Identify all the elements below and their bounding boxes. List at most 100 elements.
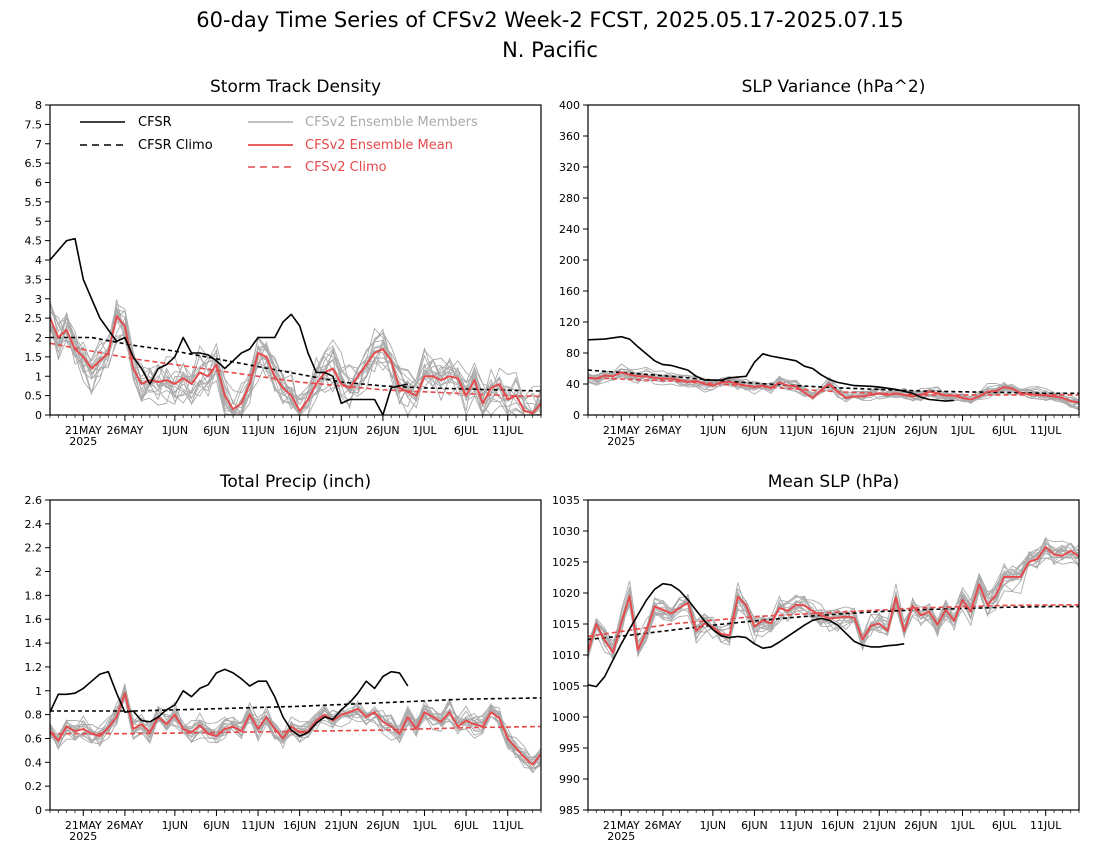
y-tick-label: 2.6 <box>25 494 43 507</box>
ensemble-member-line <box>588 546 1079 649</box>
x-tick-label: 26JUN <box>366 424 400 437</box>
x-tick-label: 1JUN <box>162 819 189 832</box>
x-tick-label: 1JUN <box>700 424 727 437</box>
y-tick-label: 280 <box>559 192 580 205</box>
x-tick-label: 21JUN <box>325 424 359 437</box>
x-tick-label: 11JUN <box>241 819 275 832</box>
x-tick-label: 16JUN <box>821 424 855 437</box>
y-tick-label: 1.2 <box>25 661 43 674</box>
y-tick-label: 0 <box>573 409 580 422</box>
ensemble-member-line <box>588 542 1079 656</box>
x-tick-label: 6JUN <box>741 819 768 832</box>
x-tick-label: 26JUN <box>904 424 938 437</box>
y-tick-label: 6 <box>35 177 42 190</box>
cfsr-line <box>588 582 905 688</box>
panel-title: Storm Track Density <box>210 77 381 97</box>
ensemble-member-line <box>588 547 1079 652</box>
y-tick-label: 0 <box>35 804 42 817</box>
cfsv2-climo-line <box>588 604 1079 638</box>
y-tick-label: 1000 <box>552 711 580 724</box>
x-tick-label: 11JUL <box>492 819 524 832</box>
ensemble-mean-line <box>588 371 1079 404</box>
x-tick-label: 1JUN <box>700 819 727 832</box>
y-tick-label: 0.6 <box>25 732 43 745</box>
panel-frame <box>49 499 542 811</box>
ensemble-member-line <box>588 542 1079 653</box>
y-tick-label: 1 <box>35 685 42 698</box>
y-tick-label: 0.8 <box>25 709 43 722</box>
y-tick-label: 2.4 <box>25 518 43 531</box>
x-tick-label: 26JUN <box>366 819 400 832</box>
x-tick-label: 16JUN <box>283 819 317 832</box>
figure-title: 60-day Time Series of CFSv2 Week-2 FCST,… <box>196 8 903 32</box>
panel-title: Total Precip (inch) <box>219 472 371 492</box>
y-tick-label: 2 <box>35 566 42 579</box>
cfsr-line <box>588 335 955 402</box>
y-tick-label: 1.6 <box>25 613 43 626</box>
ensemble-member-line <box>588 549 1079 651</box>
y-tick-label: 4.5 <box>25 235 43 248</box>
ensemble-member-line <box>588 543 1079 657</box>
x-year-label: 2025 <box>69 435 97 448</box>
ensemble-mean-line <box>588 546 1079 654</box>
y-tick-label: 4 <box>35 254 42 267</box>
figure-subtitle: N. Pacific <box>502 38 598 62</box>
panel-frame <box>587 499 1080 811</box>
y-tick-label: 1025 <box>552 556 580 569</box>
y-tick-label: 8 <box>35 99 42 112</box>
x-tick-label: 11JUN <box>779 819 813 832</box>
cfsr-line <box>50 237 408 415</box>
x-tick-label: 26MAY <box>644 819 681 832</box>
x-tick-label: 11JUL <box>1030 819 1062 832</box>
x-tick-label: 1JUN <box>162 424 189 437</box>
y-tick-label: 6.5 <box>25 157 43 170</box>
legend-label-cfsr-climo: CFSR Climo <box>138 138 213 153</box>
x-tick-label: 6JUL <box>992 424 1017 437</box>
plot-area <box>588 536 1079 688</box>
legend: CFSR CFSR Climo CFSv2 Ensemble Members C… <box>80 115 478 175</box>
y-tick-label: 1005 <box>552 680 580 693</box>
ensemble-member-line <box>588 536 1079 653</box>
panel-frame <box>587 104 1080 416</box>
y-tick-label: 985 <box>559 804 580 817</box>
y-tick-label: 1020 <box>552 587 580 600</box>
y-tick-label: 990 <box>559 773 580 786</box>
y-tick-label: 1030 <box>552 525 580 538</box>
y-tick-label: 7.5 <box>25 118 43 131</box>
y-tick-label: 360 <box>559 130 580 143</box>
chart-panel-1: Storm Track Density 0 0.5 1 1.5 2 2.5 3 3.5 4 4.5 5… <box>25 77 542 448</box>
y-tick-label: 1015 <box>552 618 580 631</box>
ensemble-member-line <box>588 544 1079 656</box>
y-tick-label: 995 <box>559 742 580 755</box>
y-tick-label: 5 <box>35 215 42 228</box>
x-tick-label: 1JUL <box>950 819 975 832</box>
x-year-label: 2025 <box>69 830 97 843</box>
legend-label-ens-mean: CFSv2 Ensemble Mean <box>305 138 453 153</box>
ensemble-member-line <box>588 538 1079 658</box>
ensemble-member-line <box>588 542 1079 658</box>
chart-panel-3: Total Precip (inch) 0 0.2 0.4 0.6 0.8 1 1.2 1.4 1… <box>25 472 542 843</box>
x-tick-label: 26MAY <box>644 424 681 437</box>
x-tick-label: 26JUN <box>904 819 938 832</box>
chart-panel-2: SLP Variance (hPa^2) 0 40 80 120 160 200 240 280… <box>559 77 1080 448</box>
panel-title: Mean SLP (hPa) <box>768 472 900 492</box>
y-tick-label: 5.5 <box>25 196 43 209</box>
chart-panel-4: Mean SLP (hPa) 985 990 995 1000 1005 1010 1015 1… <box>552 472 1080 843</box>
ensemble-member-line <box>588 544 1079 660</box>
cfsr-climo-line <box>50 697 541 712</box>
plot-area <box>588 335 1079 411</box>
x-tick-label: 6JUN <box>741 424 768 437</box>
y-tick-label: 1035 <box>552 494 580 507</box>
x-tick-label: 21MAY <box>603 424 640 437</box>
y-tick-label: 3 <box>35 293 42 306</box>
x-tick-label: 21MAY <box>65 819 102 832</box>
y-tick-label: 7 <box>35 138 42 151</box>
plot-area <box>50 668 541 774</box>
panel-title: SLP Variance (hPa^2) <box>742 77 926 97</box>
ensemble-mean-line <box>50 315 541 415</box>
x-tick-label: 16JUN <box>283 424 317 437</box>
y-tick-label: 2 <box>35 332 42 345</box>
ensemble-member-line <box>50 696 541 765</box>
plot-area <box>50 237 541 415</box>
y-tick-label: 0.2 <box>25 780 43 793</box>
